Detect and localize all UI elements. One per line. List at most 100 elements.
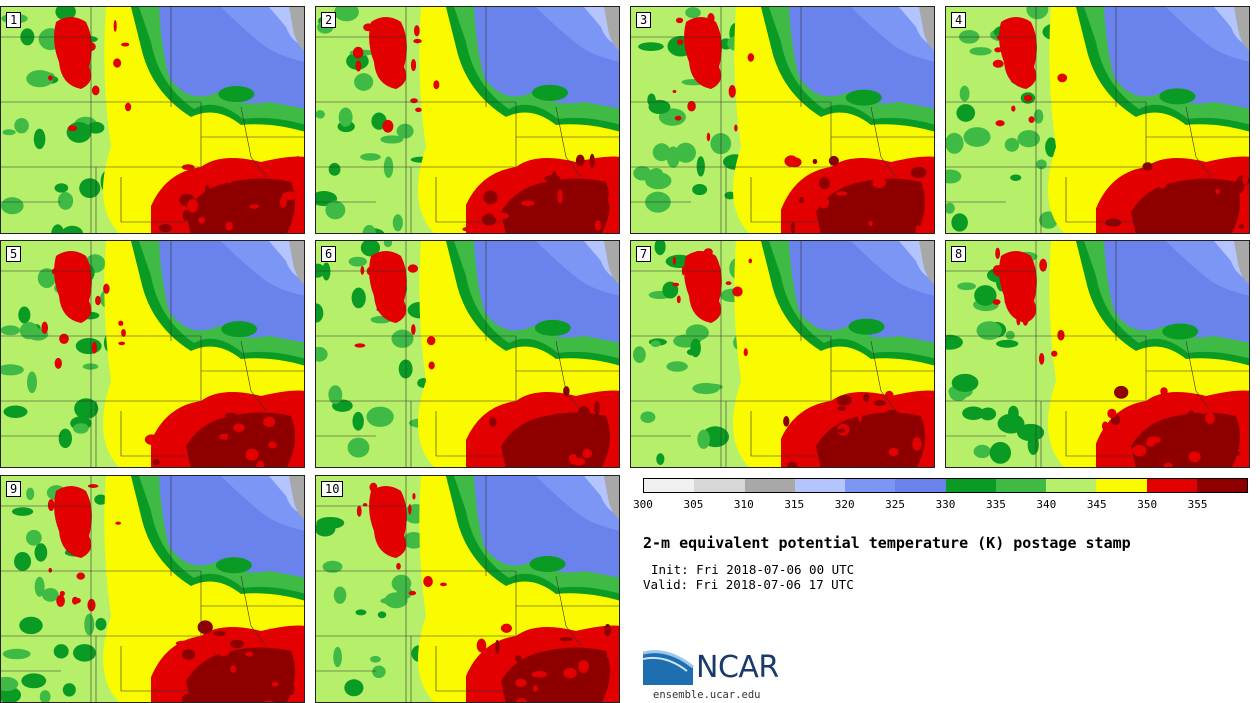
theta-e-355-speck <box>578 660 589 673</box>
theta-e-355-speck <box>790 221 795 233</box>
theta-e-350-speck <box>115 521 122 525</box>
terrain-patch <box>996 339 1019 348</box>
terrain-patch <box>366 406 394 427</box>
theta-e-350-speck <box>382 261 391 266</box>
theta-e-355-speck <box>515 655 522 662</box>
theta-e-350-speck <box>1016 314 1021 326</box>
terrain-patch <box>316 110 325 119</box>
theta-e-350-speck <box>992 59 1004 68</box>
theta-e-350-speck <box>74 498 83 503</box>
theta-e-355-speck <box>232 395 249 408</box>
theta-e-350-speck <box>1028 116 1035 124</box>
theta-e-355-speck <box>286 683 295 696</box>
green-bulge <box>845 89 882 106</box>
theta-e-350-speck <box>121 42 130 47</box>
theta-e-350-speck <box>91 85 100 96</box>
theta-e-355-speck <box>165 681 176 686</box>
theta-e-355-speck <box>495 450 501 456</box>
theta-e-355-speck <box>197 620 213 635</box>
theta-e-350-speck <box>1011 105 1016 112</box>
colorbar-cell <box>995 479 1046 492</box>
plot-title: 2-m equivalent potential temperature (K)… <box>643 534 1131 552</box>
theta-e-350-region <box>999 251 1037 323</box>
theta-e-350-speck <box>412 492 416 500</box>
colorbar-tick-label: 355 <box>1187 498 1208 511</box>
terrain-patch <box>946 132 964 154</box>
theta-e-355-speck <box>582 448 593 459</box>
theta-e-350-speck <box>382 518 389 526</box>
theta-e-350-speck <box>95 295 101 306</box>
state-boundary <box>1185 106 1212 178</box>
terrain-patch <box>19 616 43 635</box>
theta-e-355-speck <box>521 200 535 207</box>
theta-e-350-speck <box>423 575 433 588</box>
theta-e-350-speck <box>370 32 377 45</box>
map-field <box>946 7 1249 233</box>
state-boundary <box>240 575 267 647</box>
green-bulge <box>848 318 885 335</box>
ncar-logo-icon <box>643 650 694 685</box>
theta-e-350-speck <box>369 482 378 492</box>
theta-e-355-speck <box>230 665 237 673</box>
green-bulge <box>529 556 566 573</box>
terrain-patch <box>34 576 45 597</box>
theta-e-355-speck <box>828 155 839 166</box>
theta-e-355-speck <box>462 227 471 232</box>
terrain-patch <box>37 268 56 288</box>
theta-e-350-speck <box>69 507 76 511</box>
state-boundary <box>1065 411 1136 457</box>
terrain-patch <box>19 322 39 340</box>
member-panel-10: 10 <box>315 475 620 703</box>
terrain-patch <box>322 262 331 281</box>
theta-e-355-speck <box>604 623 612 637</box>
terrain-patch <box>58 428 73 449</box>
theta-e-355-speck <box>1163 462 1173 467</box>
terrain-patch <box>656 453 665 465</box>
terrain-patch <box>1005 330 1015 340</box>
theta-e-355-speck <box>282 191 298 201</box>
colorbar-ticks: 300 305 310 315 320 325 330 335 340 345 350 355 <box>633 498 1248 512</box>
theta-e-355-speck <box>1224 403 1241 414</box>
terrain-patch <box>26 529 42 546</box>
theta-e-350-speck <box>743 348 748 357</box>
terrain-patch <box>72 423 89 434</box>
colorbar-tick-label: 310 <box>733 498 754 511</box>
theta-e-355-speck <box>872 177 886 189</box>
theta-e-355-speck <box>249 204 260 209</box>
theta-e-350-speck <box>382 119 394 133</box>
state-boundary <box>870 106 897 178</box>
terrain-patch <box>1017 130 1041 148</box>
theta-e-355-core <box>1131 178 1240 233</box>
theta-e-350-speck <box>91 341 97 354</box>
theta-e-355-speck <box>1238 224 1244 229</box>
theta-e-350-speck <box>1004 52 1012 60</box>
theta-e-355-speck <box>868 220 873 227</box>
terrain-patch <box>73 644 96 662</box>
state-boundary <box>240 106 267 178</box>
theta-e-350-speck <box>383 307 388 317</box>
state-boundary <box>1065 177 1136 223</box>
theta-e-355-speck <box>493 212 509 220</box>
theta-e-355-speck <box>553 463 570 467</box>
theta-e-350-speck <box>707 13 715 24</box>
theta-e-355-speck <box>606 653 619 660</box>
terrain-patch <box>354 73 374 91</box>
theta-e-350-speck <box>415 107 422 113</box>
terrain-patch <box>14 551 32 571</box>
logo-wordmark: NCAR <box>696 650 779 685</box>
terrain-patch <box>654 241 666 256</box>
theta-e-350-speck <box>354 343 366 348</box>
theta-e-355-speck <box>267 628 274 637</box>
theta-e-350-speck <box>687 100 696 112</box>
theta-e-350-speck <box>103 283 110 294</box>
theta-e-355-speck <box>1114 385 1129 399</box>
theta-e-355-speck <box>542 688 554 699</box>
terrain-patch <box>380 135 404 144</box>
theta-e-355-speck <box>594 401 600 415</box>
terrain-patch <box>398 359 413 379</box>
theta-e-350-speck <box>407 264 419 273</box>
state-boundary <box>750 177 821 223</box>
theta-e-355-speck <box>566 444 583 449</box>
terrain-patch <box>640 411 656 424</box>
terrain-patch <box>951 213 968 232</box>
